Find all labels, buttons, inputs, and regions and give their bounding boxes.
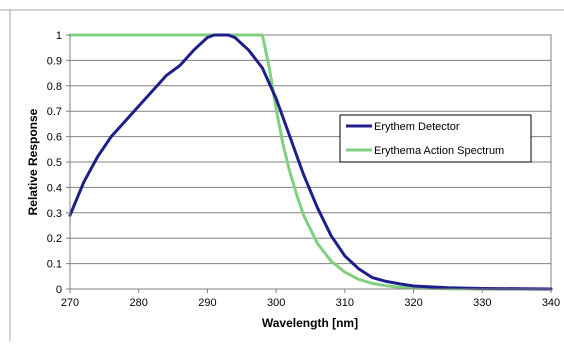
x-tick-label: 290: [198, 297, 216, 309]
legend: Erythem Detector Erythema Action Spectru…: [339, 114, 532, 163]
series-layer: [68, 33, 553, 291]
y-tick-label: 1: [56, 30, 62, 42]
series-line-erythem-detector: [68, 33, 553, 291]
y-tick-label: 0.5: [47, 157, 62, 169]
y-tick-label: 0.3: [47, 208, 62, 220]
axes: 0 0.1 0.2 0.3 0.4 0.5 0.6 0.7 0.8 0.9 1 270 280 290 30…: [47, 30, 560, 309]
legend-box: [339, 114, 532, 163]
x-tick-label: 270: [61, 297, 79, 309]
x-tick-label: 280: [130, 297, 148, 309]
x-tick-label: 310: [336, 297, 354, 309]
y-tick-label: 0.7: [47, 106, 62, 118]
series-line-erythema-action-spectrum: [68, 33, 553, 291]
x-tick-label: 320: [404, 297, 422, 309]
y-tick-label: 0.8: [47, 81, 62, 93]
y-tick-label: 0.4: [47, 182, 62, 194]
legend-label-erythema-action-spectrum: Erythema Action Spectrum: [374, 145, 504, 157]
y-tick-label: 0.6: [47, 132, 62, 144]
x-tick-label: 330: [473, 297, 491, 309]
x-tick-label: 340: [542, 297, 560, 309]
x-tick-label: 300: [267, 297, 285, 309]
y-tick-label: 0: [56, 284, 62, 296]
y-axis-title: Relative Response: [26, 108, 40, 215]
y-tick-label: 0.9: [47, 55, 62, 67]
x-axis-title: Wavelength [nm]: [262, 316, 358, 330]
y-tick-label: 0.1: [47, 259, 62, 271]
y-tick-label: 0.2: [47, 233, 62, 245]
legend-label-erythem-detector: Erythem Detector: [374, 121, 460, 133]
